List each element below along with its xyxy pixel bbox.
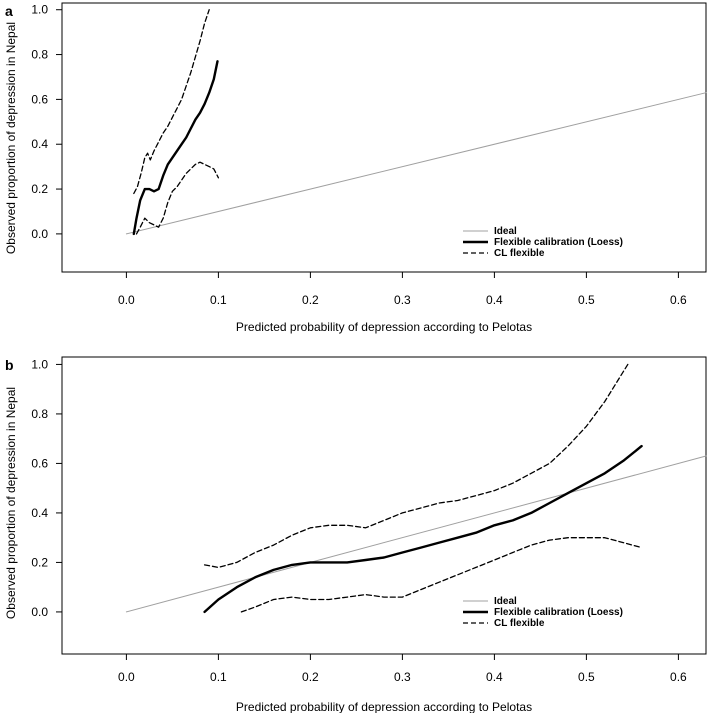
- series-cl-flexible: [135, 161, 220, 235]
- panel-a: a 0.0 0.1 0.2 0.3 0.4 0.5 0.6 0.0 0.2 0.4 0.6 0.8 1…: [4, 2, 707, 334]
- legend-label-cl: CL flexible: [494, 248, 545, 259]
- x-tick-label: 0.6: [670, 293, 687, 307]
- series-flexible-calibration: [132, 60, 219, 236]
- y-tick-label: 1.0: [31, 3, 48, 17]
- y-tick-label: 1.0: [31, 357, 48, 371]
- legend-label-cl: CL flexible: [494, 618, 545, 629]
- x-tick-label: 0.2: [302, 293, 319, 307]
- y-tick-label: 0.0: [31, 605, 48, 619]
- panel-a-series: [125, 9, 707, 236]
- panel-a-plot-frame: [61, 2, 707, 273]
- panel-a-x-axis-label: Predicted probability of depression acco…: [236, 320, 532, 334]
- panel-b-letter: b: [5, 357, 14, 373]
- y-tick-label: 0.2: [31, 555, 48, 569]
- x-tick-label: 0.6: [670, 670, 687, 684]
- y-tick-label: 0.4: [31, 137, 48, 151]
- panel-b-x-axis-label: Predicted probability of depression acco…: [236, 700, 532, 713]
- panel-b: b 0.0 0.1 0.2 0.3 0.4 0.5 0.6 0.0 0.2 0.4 0.6 0.8 1…: [4, 356, 707, 714]
- y-tick-label: 0.6: [31, 92, 48, 106]
- legend-label-flexible: Flexible calibration (Loess): [494, 607, 623, 618]
- x-tick-label: 0.4: [486, 293, 503, 307]
- y-tick-label: 0.6: [31, 456, 48, 470]
- x-tick-label: 0.0: [118, 670, 135, 684]
- panel-b-x-ticks: 0.0 0.1 0.2 0.3 0.4 0.5 0.6: [118, 654, 687, 684]
- x-tick-label: 0.3: [394, 670, 411, 684]
- x-tick-label: 0.0: [118, 293, 135, 307]
- y-tick-label: 0.0: [31, 227, 48, 241]
- panel-a-letter: a: [5, 3, 13, 19]
- panel-b-legend: Ideal Flexible calibration (Loess) CL fl…: [463, 596, 623, 629]
- panel-a-legend: Ideal Flexible calibration (Loess) CL fl…: [463, 226, 623, 259]
- series-cl-flexible: [203, 363, 629, 569]
- x-tick-label: 0.1: [210, 293, 227, 307]
- series-flexible-calibration: [203, 444, 643, 614]
- x-tick-label: 0.5: [578, 293, 595, 307]
- x-tick-label: 0.2: [302, 670, 319, 684]
- series-cl-flexible: [133, 9, 210, 195]
- series-ideal: [125, 92, 707, 235]
- legend-label-ideal: Ideal: [494, 596, 517, 607]
- legend-label-ideal: Ideal: [494, 226, 517, 237]
- x-tick-label: 0.1: [210, 670, 227, 684]
- panel-b-y-ticks: 0.0 0.2 0.4 0.6 0.8 1.0: [31, 357, 62, 619]
- panel-a-x-ticks: 0.0 0.1 0.2 0.3 0.4 0.5 0.6: [118, 272, 687, 307]
- panel-a-y-ticks: 0.0 0.2 0.4 0.6 0.8 1.0: [31, 3, 62, 241]
- panel-b-plot-frame: [61, 356, 707, 655]
- panel-b-series: [125, 363, 707, 614]
- x-tick-label: 0.5: [578, 670, 595, 684]
- x-tick-label: 0.3: [394, 293, 411, 307]
- y-tick-label: 0.8: [31, 48, 48, 62]
- legend-label-flexible: Flexible calibration (Loess): [494, 237, 623, 248]
- series-cl-flexible: [240, 537, 643, 613]
- y-tick-label: 0.2: [31, 182, 48, 196]
- panel-a-y-axis-label: Observed proportion of depression in Nep…: [4, 22, 18, 254]
- x-tick-label: 0.4: [486, 670, 503, 684]
- series-ideal: [125, 455, 707, 613]
- y-tick-label: 0.8: [31, 407, 48, 421]
- y-tick-label: 0.4: [31, 506, 48, 520]
- panel-b-y-axis-label: Observed proportion of depression in Nep…: [4, 387, 18, 619]
